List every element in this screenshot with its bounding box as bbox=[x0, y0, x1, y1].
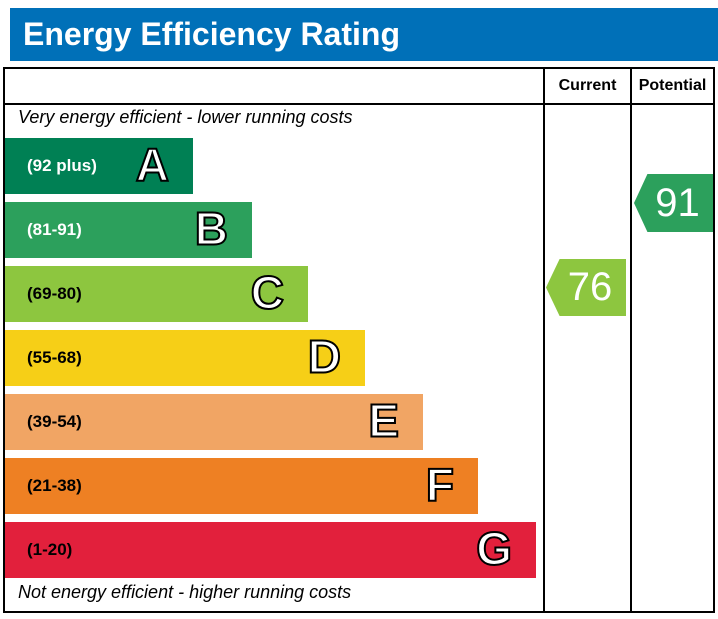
band-letter: D bbox=[307, 329, 342, 383]
top-note: Very energy efficient - lower running co… bbox=[18, 107, 353, 127]
band-row-a: (92 plus) A bbox=[5, 137, 193, 194]
column-header-potential: Potential bbox=[638, 77, 707, 94]
band-row-f: (21-38) F bbox=[5, 457, 478, 514]
band-range-label: (69-80) bbox=[27, 284, 82, 303]
band-range-label: (81-91) bbox=[27, 220, 82, 239]
band-letter: G bbox=[475, 521, 513, 575]
band-letter: F bbox=[425, 457, 455, 511]
header-rule bbox=[5, 103, 713, 105]
potential-value: 91 bbox=[655, 180, 700, 225]
band-range-label: (92 plus) bbox=[27, 156, 97, 175]
band-row-d: (55-68) D bbox=[5, 329, 365, 386]
page-title: Energy Efficiency Rating bbox=[23, 16, 400, 52]
band-row-e: (39-54) E bbox=[5, 393, 423, 450]
potential-arrow: 91 bbox=[634, 174, 713, 232]
band-letter: B bbox=[194, 201, 229, 255]
title-bar: Energy Efficiency Rating bbox=[10, 8, 718, 61]
band-range-label: (21-38) bbox=[27, 476, 82, 495]
bottom-note: Not energy efficient - higher running co… bbox=[18, 582, 352, 602]
band-row-b: (81-91) B bbox=[5, 201, 252, 258]
band-range-label: (55-68) bbox=[27, 348, 82, 367]
column-header-current: Current bbox=[558, 77, 617, 94]
current-arrow: 76 bbox=[546, 259, 626, 316]
band-row-c: (69-80) C bbox=[5, 265, 308, 322]
band-letter: A bbox=[135, 137, 170, 191]
current-value: 76 bbox=[567, 265, 613, 309]
rating-table: Current Potential Very energy efficient … bbox=[3, 67, 715, 613]
band-range-label: (39-54) bbox=[27, 412, 82, 431]
current-column-divider bbox=[543, 69, 545, 611]
band-range-label: (1-20) bbox=[27, 540, 73, 559]
potential-column-divider bbox=[630, 69, 632, 611]
band-row-g: (1-20) G bbox=[5, 521, 536, 578]
band-letter: C bbox=[250, 265, 285, 319]
band-letter: E bbox=[367, 393, 400, 447]
